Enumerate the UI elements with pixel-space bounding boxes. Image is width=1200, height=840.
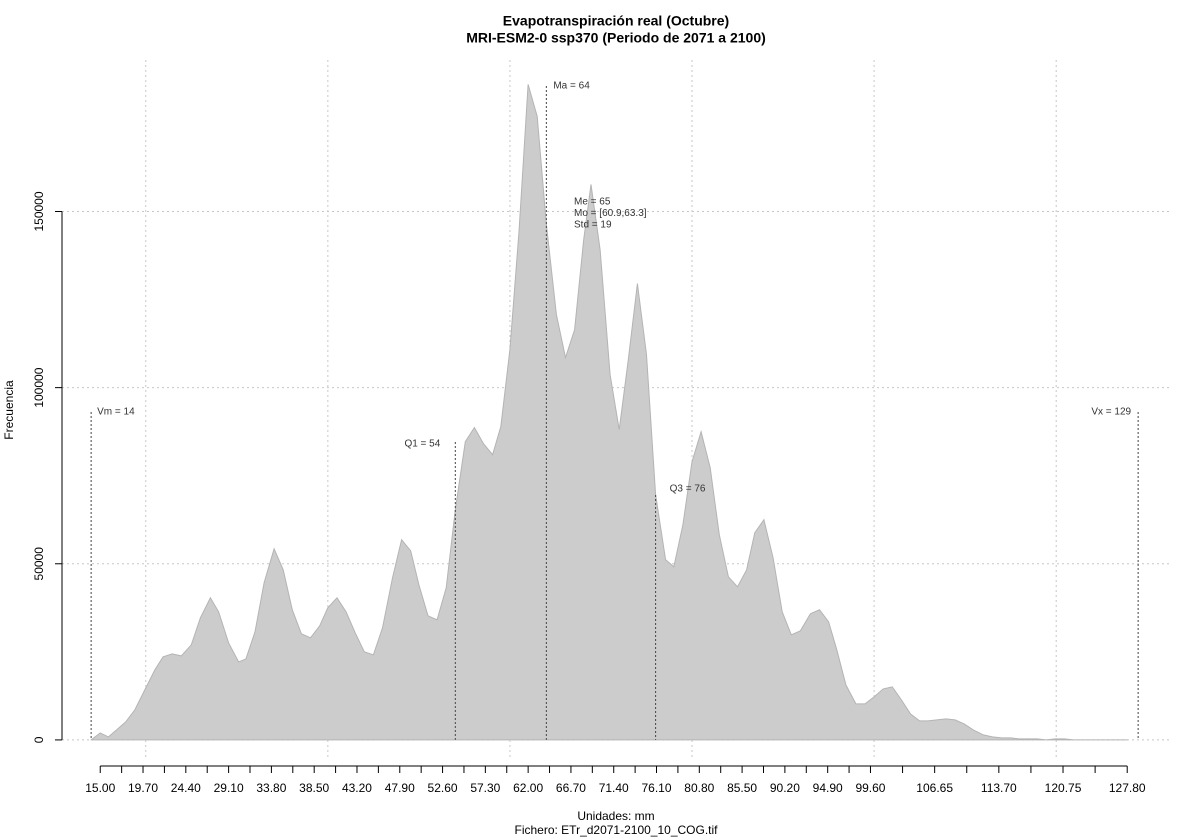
x-tick-label: 71.40 (599, 781, 629, 795)
x-tick-label: 29.10 (214, 781, 244, 795)
annotation-label: Vx = 129 (1091, 407, 1131, 418)
x-tick-label: 113.70 (981, 781, 1017, 795)
x-tick-label: 57.30 (470, 781, 500, 795)
x-tick-label: 19.70 (128, 781, 158, 795)
y-axis-label: Frecuencia (2, 380, 16, 440)
x-tick-label: 66.70 (556, 781, 586, 795)
annotation-label: Q1 = 54 (404, 439, 440, 450)
x-tick-label: 120.75 (1045, 781, 1082, 795)
chart-subtitle: MRI-ESM2-0 ssp370 (Periodo de 2071 a 210… (466, 30, 766, 46)
x-tick-label: 76.10 (641, 781, 671, 795)
x-tick-label: 94.90 (813, 781, 843, 795)
x-tick-label: 43.20 (342, 781, 372, 795)
y-tick-label: 0 (32, 736, 46, 743)
annotation-label: Vm = 14 (97, 407, 135, 418)
x-tick-label: 15.00 (85, 781, 115, 795)
x-tick-label: 47.90 (385, 781, 415, 795)
chart-title: Evapotranspiración real (Octubre) (503, 13, 729, 29)
x-tick-label: 38.50 (299, 781, 329, 795)
x-tick-label: 127.80 (1109, 781, 1146, 795)
stats-label: Std = 19 (574, 220, 612, 231)
x-tick-label: 90.20 (770, 781, 800, 795)
annotation-label: Ma = 64 (553, 81, 590, 92)
stats-label: Mo = [60.9,63.3] (574, 208, 647, 219)
x-tick-label: 24.40 (171, 781, 201, 795)
x-tick-label: 80.80 (684, 781, 714, 795)
y-tick-label: 50000 (32, 547, 46, 581)
area (90, 84, 1129, 741)
x-tick-label: 106.65 (916, 781, 953, 795)
x-tick-label: 99.60 (855, 781, 885, 795)
annotation-label: Q3 = 76 (670, 484, 706, 495)
x-tick-label: 52.60 (428, 781, 458, 795)
stats-label: Me = 65 (574, 197, 611, 208)
x-tick-label: 33.80 (256, 781, 286, 795)
y-tick-label: 100000 (32, 367, 46, 407)
caption: Fichero: ETr_d2071-2100_10_COG.tif (515, 823, 719, 837)
x-tick-label: 85.50 (727, 781, 757, 795)
x-tick-label: 62.00 (513, 781, 543, 795)
x-axis-label: Unidades: mm (577, 809, 654, 823)
y-tick-label: 150000 (32, 191, 46, 231)
